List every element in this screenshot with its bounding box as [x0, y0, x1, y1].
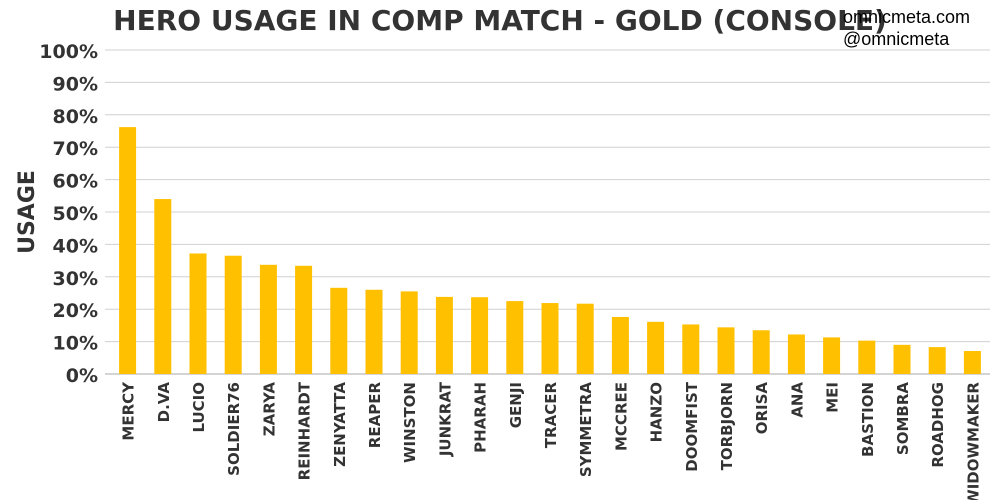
- bar-zenyatta: [330, 287, 348, 374]
- bar-widowmaker: [963, 350, 981, 374]
- bar-reinhardt: [295, 265, 313, 374]
- gridlines: [105, 49, 990, 375]
- x-tick-label: WINSTON: [401, 382, 419, 463]
- x-tick-label: LUCIO: [190, 382, 208, 433]
- y-tick-label: 90%: [53, 73, 98, 95]
- bar-junkrat: [435, 296, 453, 374]
- x-tick-label: ORISA: [753, 382, 771, 435]
- x-tick-label: BASTION: [859, 382, 877, 457]
- bar-bastion: [858, 340, 876, 374]
- x-tick-labels: MERCY D.VA LUCIO SOLDIER76 ZARYA REINHARDT ZEN…: [120, 381, 983, 500]
- bar-symmetra: [576, 303, 594, 374]
- bar-ana: [787, 334, 805, 374]
- y-tick-label: 60%: [53, 171, 98, 193]
- bars: [119, 127, 981, 374]
- bar-soldier76: [224, 255, 242, 374]
- x-tick-label: SOLDIER76: [225, 382, 243, 476]
- x-tick-label: DOOMFIST: [683, 381, 701, 472]
- x-tick-label: ANA: [788, 382, 806, 418]
- bar-tracer: [541, 303, 559, 374]
- x-tick-label: ZENYATTA: [331, 382, 349, 467]
- x-tick-label: D.VA: [155, 382, 173, 423]
- y-axis-label: USAGE: [15, 170, 40, 254]
- x-tick-label: MEI: [824, 382, 842, 413]
- y-tick-label: 30%: [53, 268, 98, 290]
- y-tick-label: 40%: [53, 235, 98, 257]
- x-tick-label: GENJI: [507, 382, 525, 428]
- x-tick-label: HANZO: [648, 382, 666, 442]
- bar-sombra: [893, 344, 911, 374]
- watermark-handle: @omnicmeta: [842, 29, 950, 49]
- bar-torbjorn: [717, 327, 735, 374]
- y-tick-label: 10%: [53, 333, 98, 355]
- bar-mccree: [611, 316, 629, 374]
- x-tick-label: MERCY: [120, 381, 138, 441]
- y-tick-label: 80%: [53, 106, 98, 128]
- bar-orisa: [752, 330, 770, 374]
- x-tick-label: SOMBRA: [894, 382, 912, 455]
- x-tick-label: SYMMETRA: [577, 382, 595, 478]
- bar-mei: [823, 337, 841, 374]
- x-tick-label: REAPER: [366, 382, 384, 449]
- x-tick-label: MCCREE: [612, 382, 630, 451]
- bar-genji: [506, 301, 524, 374]
- x-tick-label: TORBJORN: [718, 382, 736, 470]
- x-tick-label: ZARYA: [260, 382, 278, 437]
- x-tick-label: ROADHOG: [929, 382, 947, 468]
- bar-winston: [400, 291, 418, 374]
- chart-title: HERO USAGE IN COMP MATCH - GOLD (CONSOLE…: [113, 4, 887, 37]
- bar-d-va: [154, 199, 172, 374]
- x-tick-label: TRACER: [542, 382, 560, 449]
- x-tick-label: WIDOWMAKER: [964, 382, 982, 500]
- y-tick-label: 70%: [53, 138, 98, 160]
- y-tick-label: 0%: [66, 365, 98, 387]
- bar-roadhog: [928, 347, 946, 374]
- y-tick-label: 20%: [53, 300, 98, 322]
- y-tick-labels: 0% 10% 20% 30% 40% 50% 60% 70% 80% 90% 100%: [39, 41, 98, 387]
- bar-zarya: [259, 264, 277, 374]
- watermark-site: omnicmeta.com: [842, 7, 970, 27]
- bar-pharah: [471, 297, 489, 374]
- y-tick-label: 50%: [53, 203, 98, 225]
- bar-hanzo: [647, 321, 665, 374]
- x-tick-label: PHARAH: [472, 382, 490, 453]
- bar-mercy: [119, 127, 137, 374]
- x-tick-label: REINHARDT: [296, 381, 314, 480]
- watermark: omnicmeta.com @omnicmeta: [843, 6, 970, 50]
- y-tick-label: 100%: [39, 41, 98, 63]
- bar-reaper: [365, 289, 383, 374]
- bar-lucio: [189, 253, 207, 374]
- x-tick-label: JUNKRAT: [436, 381, 454, 457]
- bar-doomfist: [682, 324, 700, 374]
